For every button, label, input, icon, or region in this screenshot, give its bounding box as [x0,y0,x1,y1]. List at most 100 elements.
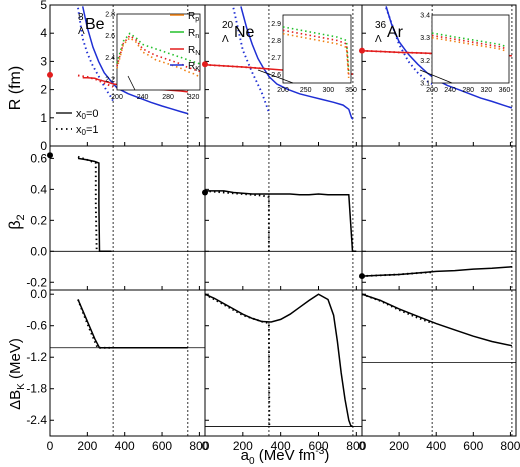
nucleus-be-name: Be [85,16,105,33]
xtick-label-dB-0-4: 800 [189,439,209,453]
xtick-label-dB-2-2: 400 [426,439,446,453]
inset-series-2-1 [431,34,507,50]
legend-x0-0-sub: 0 [82,112,87,121]
series-dB-1-1 [204,293,271,427]
inset-xtick-0-2: 280 [162,94,174,101]
inset-ytick-1-2: 2.8 [271,38,281,45]
series-dB-0-1 [77,299,114,349]
nucleus-label-be: 8 Λ Be [78,12,105,37]
inset-ytick-2-1: 3.2 [420,58,430,65]
series-beta-0-0 [77,157,112,253]
legend-x0-1-label: x0=1 [76,124,99,137]
ytick-label-R-0-0: 0 [40,139,47,153]
xtick-label-dB-0-2: 400 [115,439,135,453]
ytick-label-dB-0-0: -2.4 [26,413,47,427]
ytick-label-R-0-2: 2 [40,83,47,97]
xlabel-sub: 0 [249,456,255,467]
inset-ytick-1-0: 2.6 [271,72,281,79]
ytick-label-R-0-1: 1 [40,111,47,125]
inset-xtick-0-1: 240 [137,94,149,101]
inset-pointer-2 [419,69,453,84]
legend-x0-0-label: x0=0 [76,108,99,121]
inset-ytick-0-2: 2.6 [105,33,115,40]
inset-series-0-0 [116,32,201,65]
series-beta-2-0 [361,266,512,277]
inset-ytick-0-0: 2.2 [105,77,115,84]
xlabel-units: (MeV fm [255,447,316,464]
ylabel-dB-tail: (MeV) [7,338,24,383]
legend-rn-sub: n [195,33,199,40]
series-R-2-3 [361,49,433,55]
nucleus-be-mass: 8 [78,12,84,23]
marker-beta-2-0 [359,273,365,280]
xtick-label-dB-2-3: 600 [463,439,483,453]
nucleus-label-ne: 20 Λ Ne [222,20,255,45]
marker-beta-0-0 [47,152,53,159]
legend-x0-0-val: =0 [86,108,99,120]
inset-xtick-1-3: 350 [345,87,357,94]
inset-ytick-1-3: 2.9 [271,21,281,28]
inset-frame-2 [431,14,510,84]
legend-x0-1-main: x [76,124,82,136]
inset-ytick-2-2: 3.3 [420,35,430,42]
inset-pointer-0 [127,75,136,91]
nucleus-ar-mass: 36 [375,20,387,31]
xtick-label-dB-1-2: 400 [271,439,291,453]
xtick-label-dB-0-1: 200 [77,439,97,453]
panel-frame-dB-1 [204,289,363,437]
ytick-label-dB-0-4: 0.0 [30,287,47,301]
marker-R-2-0 [359,47,365,54]
legend-rK-sub: K [195,66,200,73]
legend-x0-1-val: =1 [86,124,99,136]
inset-ytick-1-1: 2.7 [271,55,281,62]
ylabel-dB-main: ΔB [7,390,24,410]
series-R-2-1 [385,7,433,85]
ylabel-beta: β2 [7,214,27,229]
xlabel: a0 (MeV fm-3) [241,446,330,467]
data-layer [47,6,513,428]
ytick-label-R-0-3: 3 [40,54,47,68]
legend-rK-label: RK [188,61,200,73]
inset-xtick-1-2: 300 [322,87,334,94]
series-dB-1-0 [204,293,354,428]
series-beta-2-1 [361,271,433,278]
nucleus-ne-name: Ne [234,24,255,41]
xtick-label-dB-1-4: 800 [346,439,366,453]
nucleus-ne-hyper: Λ [222,34,229,45]
xlabel-exp: -3 [315,446,324,457]
inset-series-1-0 [282,26,350,72]
ylabel-dB-sub: K [16,383,27,390]
ytick-label-beta-0-3: 0.4 [30,182,47,196]
series-R-0-1 [77,7,114,102]
inset-series-2-0 [431,32,507,48]
series-beta-1-0 [205,190,357,253]
panel-frames [49,4,517,437]
inset-series-1-2 [282,32,350,78]
inset-xtick-2-0: 200 [426,87,438,94]
inset-xtick-0-0: 200 [111,94,123,101]
marker-R-0-0 [47,71,53,78]
legend-rp-label: Rp [188,11,199,23]
panel-frame-beta-1 [204,145,363,291]
nucleus-label-ar: 36 Λ Ar [375,20,404,45]
panel-frame-dB-2 [361,289,517,437]
nucleus-ar-name: Ar [387,24,404,41]
inset-xtick-2-1: 240 [444,87,456,94]
ytick-label-dB-0-2: -1.2 [26,350,47,364]
ylabel-beta-sub: 2 [15,214,27,220]
inset-ytick-0-1: 2.4 [105,55,115,62]
inset-xtick-2-3: 320 [481,87,493,94]
series-R-1-3 [204,63,269,70]
inset-ytick-2-3: 3.4 [420,13,430,20]
legend-rn-label: Rn [188,28,199,40]
inset-series-2-2 [431,36,507,53]
nucleus-ne-mass: 20 [222,20,234,31]
inset-xtick-2-4: 360 [499,87,511,94]
nucleus-ar-hyper: Λ [375,34,382,45]
ytick-label-beta-0-2: 0.2 [30,213,47,227]
series-R-0-0 [81,6,189,115]
ytick-label-dB-0-1: -1.8 [26,382,47,396]
inset-xtick-2-2: 280 [462,87,474,94]
series-beta-0-1 [77,155,98,252]
